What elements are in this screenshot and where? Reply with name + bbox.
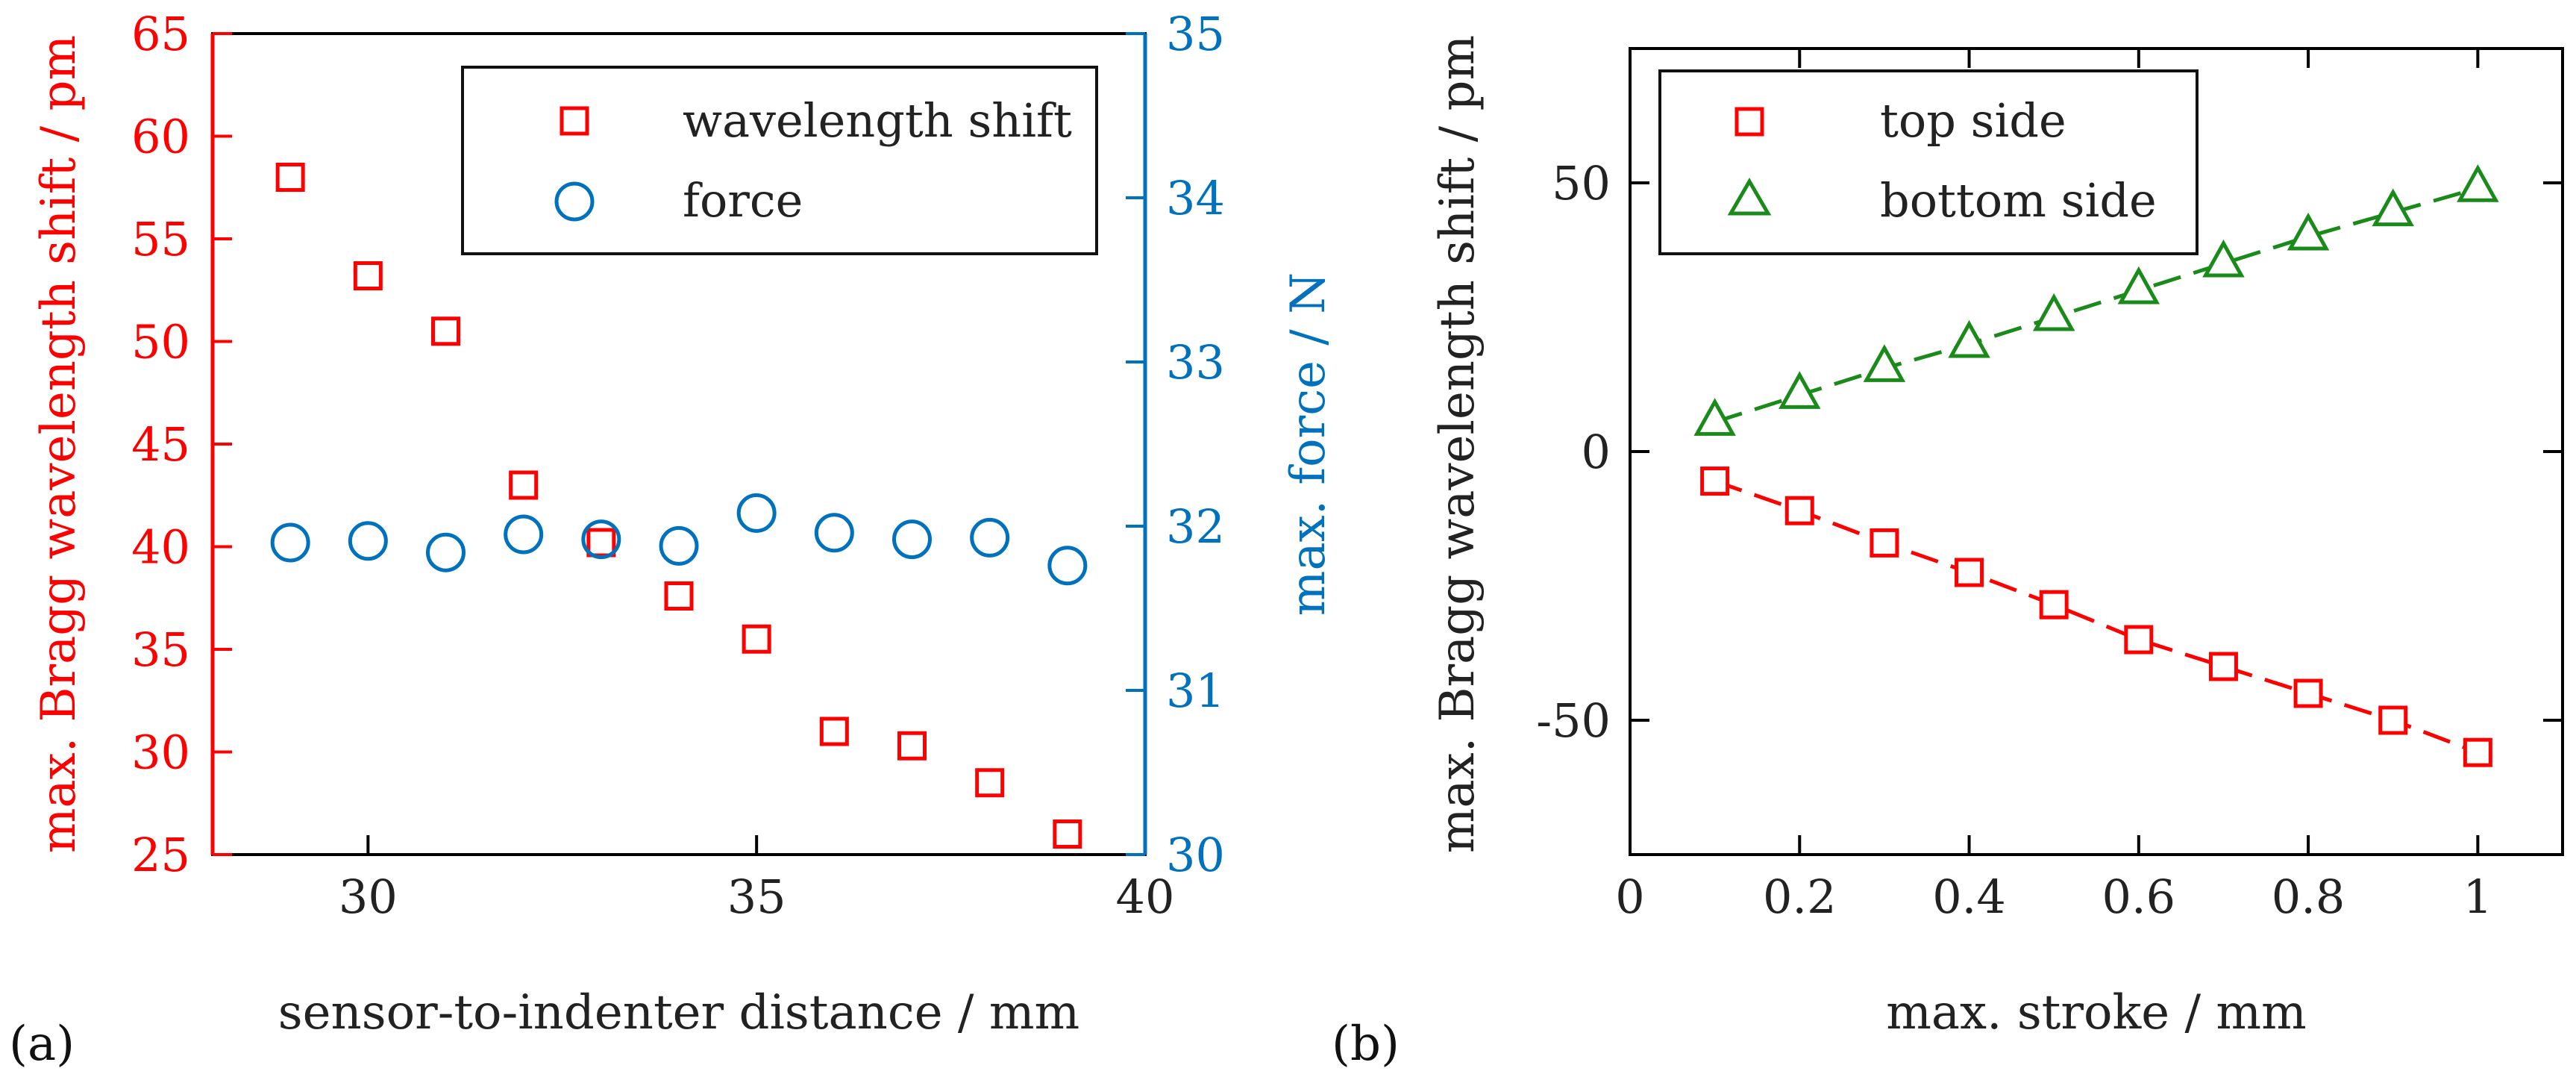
chart-a-left-y-tick-label: 25 xyxy=(131,828,190,882)
chart-a-right-y-tick-label: 30 xyxy=(1166,828,1225,882)
panel-label-a: (a) xyxy=(9,1017,75,1072)
wavelength-shift-point xyxy=(431,316,460,346)
chart-b-x-tick-label: 0.6 xyxy=(2102,870,2176,924)
chart-a: 30 35 40 25 30 35 40 45 50 55 60 65 30 31 32 33 34 35 w… xyxy=(9,7,1336,1072)
chart-b-y-tick-label: 50 xyxy=(1552,156,1611,210)
wavelength-shift-point xyxy=(275,163,305,192)
wavelength-shift-point xyxy=(975,768,1005,798)
top-side-point xyxy=(2208,652,2238,681)
top-side-point xyxy=(1955,558,1984,587)
top-side-point xyxy=(1784,496,1814,525)
chart-b-x-tick-label: 1 xyxy=(2463,870,2492,924)
chart-b-x-tick-label: 0.8 xyxy=(2272,870,2345,924)
wavelength-shift-point xyxy=(742,624,771,654)
chart-b-y-tick-label: -50 xyxy=(1536,693,1611,748)
chart-a-right-y-tick-label: 32 xyxy=(1166,499,1225,554)
chart-b-y-axis-title: max. Bragg wavelength shift / pm xyxy=(1430,35,1485,853)
wavelength-shift-point xyxy=(586,528,616,558)
legend-label-bottom-side: bottom side xyxy=(1880,173,2157,228)
force-point xyxy=(581,519,621,560)
top-side-point xyxy=(2463,737,2492,767)
force-point xyxy=(659,525,699,566)
wavelength-shift-point xyxy=(897,731,927,761)
chart-b-x-tick-label: 0 xyxy=(1615,870,1644,924)
top-side-series-line xyxy=(1714,479,2479,755)
chart-a-right-y-tick-label: 34 xyxy=(1166,171,1225,225)
force-point xyxy=(348,521,388,561)
bottom-side-point xyxy=(1948,319,1990,358)
chart-a-left-y-tick-label: 50 xyxy=(131,315,190,369)
panel-label-b: (b) xyxy=(1332,1017,1400,1072)
bottom-side-point xyxy=(2032,293,2075,331)
chart-b: 0 0.2 0.4 0.6 0.8 1 -50 0 50 top side bottom si… xyxy=(1332,35,2564,1072)
legend-label-wavelength-shift: wavelength shift xyxy=(683,93,1072,148)
legend-marker-top-side xyxy=(1734,107,1764,137)
bottom-side-point xyxy=(2372,188,2414,227)
chart-a-x-tick-label: 35 xyxy=(727,870,786,924)
chart-a-right-y-tick-label: 31 xyxy=(1166,664,1225,718)
legend-marker-force xyxy=(554,181,595,222)
bottom-side-point xyxy=(1779,371,1821,409)
chart-b-legend: top side bottom side xyxy=(1658,69,2199,255)
legend-marker-wavelength-shift xyxy=(560,106,589,136)
top-side-point xyxy=(2378,705,2408,735)
top-side-point xyxy=(1870,528,1899,558)
chart-a-left-y-tick-label: 35 xyxy=(131,622,190,677)
chart-b-x-axis-title: max. stroke / mm xyxy=(1886,985,2307,1040)
legend-label-force: force xyxy=(683,173,803,228)
bottom-side-point xyxy=(2457,164,2499,202)
chart-a-left-y-tick-label: 40 xyxy=(131,520,190,575)
bottom-side-point xyxy=(2287,212,2330,251)
wavelength-shift-point xyxy=(509,470,539,500)
chart-b-y-tick-label: 0 xyxy=(1582,425,1611,479)
chart-b-x-tick-label: 0.4 xyxy=(1932,870,2006,924)
force-point xyxy=(504,514,544,555)
force-point xyxy=(270,522,310,563)
chart-a-legend-box xyxy=(461,66,1098,255)
bottom-side-point xyxy=(1863,344,1906,382)
force-point xyxy=(814,513,854,553)
top-side-point xyxy=(1700,466,1730,496)
top-side-point xyxy=(2293,678,2323,708)
chart-a-right-y-tick-label: 35 xyxy=(1166,7,1225,61)
bottom-side-point xyxy=(2202,239,2245,278)
chart-a-left-y-tick-label: 45 xyxy=(131,417,190,472)
force-point xyxy=(426,532,466,572)
chart-a-left-y-tick-label: 30 xyxy=(131,725,190,780)
chart-a-x-tick-label: 40 xyxy=(1116,870,1175,924)
chart-a-legend: wavelength shift force xyxy=(461,66,1098,255)
wavelength-shift-point xyxy=(353,261,383,290)
force-point xyxy=(1047,546,1088,586)
legend-label-top-side: top side xyxy=(1880,93,2066,148)
bottom-side-series-line xyxy=(1714,186,2479,424)
chart-a-right-y-tick-label: 33 xyxy=(1166,335,1225,390)
chart-a-x-axis-title: sensor-to-indenter distance / mm xyxy=(278,985,1079,1040)
top-side-point xyxy=(2124,625,2154,655)
force-point xyxy=(736,493,777,533)
wavelength-shift-point xyxy=(664,581,694,611)
chart-a-left-y-axis-title: max. Bragg wavelength shift / pm xyxy=(31,35,87,853)
force-point xyxy=(892,519,932,560)
top-side-point xyxy=(2039,590,2069,619)
chart-a-left-y-tick-label: 65 xyxy=(131,7,190,61)
force-point xyxy=(970,517,1010,558)
chart-a-x-tick-label: 30 xyxy=(339,870,398,924)
legend-marker-bottom-side xyxy=(1727,178,1772,216)
chart-a-right-y-axis-title: max. force / N xyxy=(1281,272,1336,616)
chart-a-left-y-tick-label: 60 xyxy=(131,110,190,164)
wavelength-shift-point xyxy=(1053,820,1082,849)
bottom-side-point xyxy=(2117,266,2160,305)
bottom-side-point xyxy=(1693,398,1736,436)
chart-b-legend-box xyxy=(1658,69,2199,255)
chart-a-left-y-tick-label: 55 xyxy=(131,212,190,266)
chart-b-x-tick-label: 0.2 xyxy=(1763,870,1837,924)
wavelength-shift-point xyxy=(819,717,849,746)
